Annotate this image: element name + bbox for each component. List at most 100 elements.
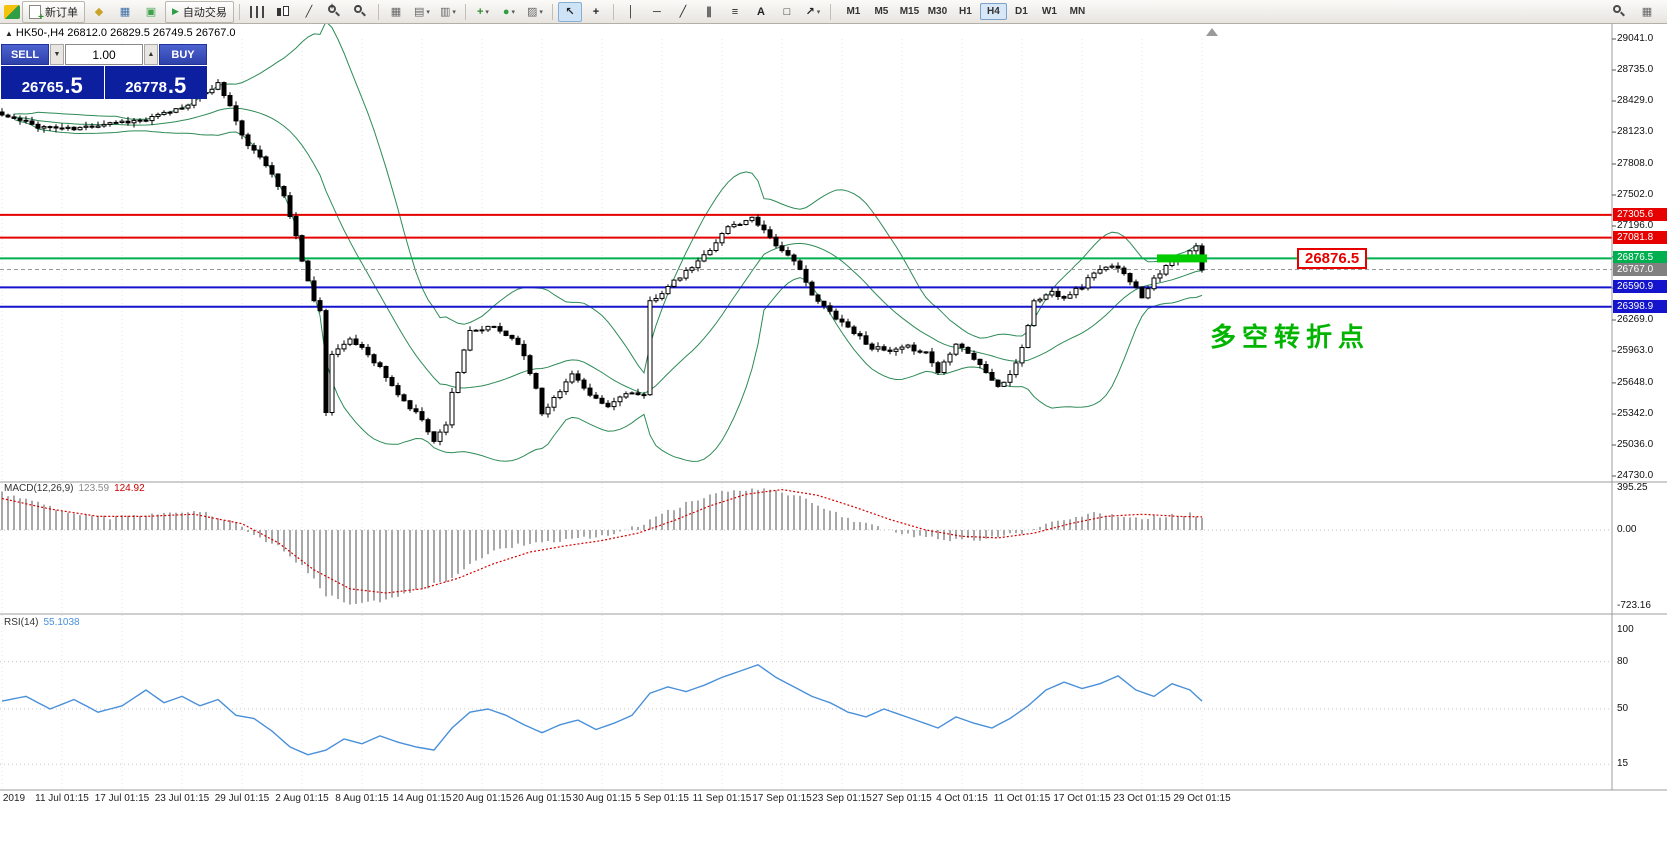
rsi-value: 55.1038 xyxy=(43,617,80,628)
chart-profiles-icon[interactable]: ▥ ▾ xyxy=(436,2,460,22)
periods-icon-glyph: ● xyxy=(502,5,510,18)
buy-price-base: 26778 xyxy=(125,78,167,96)
toolbar-separator-2 xyxy=(377,3,379,20)
trendline-icon[interactable]: ╱ xyxy=(671,2,695,22)
charts-profile-icon-glyph: ◆ xyxy=(94,6,104,18)
volume-decrease-button[interactable]: ▼ xyxy=(50,44,64,65)
sell-button[interactable]: SELL xyxy=(1,44,49,65)
toolbar-separator-5 xyxy=(612,3,614,20)
tile-windows-icon-glyph: ▦ xyxy=(390,6,402,18)
crosshair-icon[interactable]: + xyxy=(584,2,608,22)
horizontal-line-icon[interactable]: ─ xyxy=(645,2,669,22)
line-chart-icon[interactable]: ╱ xyxy=(297,2,321,22)
chart-profiles-icon-glyph: ▥ xyxy=(439,6,451,18)
autotrade-button[interactable]: ▶ 自动交易 xyxy=(165,0,234,23)
price-level-label: 26590.9 xyxy=(1613,280,1667,293)
time-axis-label: 14 Aug 01:15 xyxy=(392,793,452,804)
timeframe-m5[interactable]: M5 xyxy=(874,6,889,17)
rsi-label: RSI(14) 55.1038 xyxy=(4,617,80,628)
timeframe-m1[interactable]: M1 xyxy=(846,6,861,17)
channel-icon[interactable]: ∥ xyxy=(697,2,721,22)
market-watch-icon-glyph: ▦ xyxy=(119,6,131,18)
market-watch-icon[interactable]: ▦ xyxy=(113,2,137,22)
time-axis-label: 27 Sep 01:15 xyxy=(872,793,932,804)
volume-increase-button[interactable]: ▲ xyxy=(144,44,158,65)
chart-canvas[interactable] xyxy=(0,24,1667,860)
rsi-axis-tick: 50 xyxy=(1617,703,1629,714)
price-annotation-box[interactable]: 26876.5 xyxy=(1297,248,1368,269)
new-window-icon[interactable]: ▦ xyxy=(1635,2,1659,22)
timeframe-d1[interactable]: D1 xyxy=(1015,6,1028,17)
buy-price[interactable]: 26778.5 xyxy=(104,66,207,99)
search-icon[interactable] xyxy=(1607,2,1631,22)
horizontal-line-icon-glyph: ─ xyxy=(653,5,661,18)
search-icon-glyph xyxy=(1612,4,1627,19)
time-axis[interactable]: 1 Jul 2019 11 Jul 01:15 17 Jul 01:15 23 Jul… xyxy=(0,793,1612,807)
periods-icon[interactable]: ● ▾ xyxy=(497,2,521,22)
indicators-icon-dropdown-arrow: ▾ xyxy=(485,8,489,16)
bar-chart-icon[interactable] xyxy=(245,2,269,22)
candlestick-chart-icon[interactable] xyxy=(271,2,295,22)
new-chart-icon[interactable]: ▤ ▾ xyxy=(410,2,434,22)
fibonacci-icon[interactable]: ≡ xyxy=(723,2,747,22)
time-axis-label: 5 Sep 01:15 xyxy=(635,793,689,804)
timeframe-m15[interactable]: M15 xyxy=(899,6,920,17)
line-chart-icon-glyph: ╱ xyxy=(305,6,313,18)
timeframe-mn[interactable]: MN xyxy=(1069,6,1086,17)
timeframe-w1[interactable]: W1 xyxy=(1041,6,1057,17)
buy-button[interactable]: BUY xyxy=(159,44,207,65)
data-window-icon[interactable]: ▣ xyxy=(139,2,163,22)
macd-axis-tick: 395.25 xyxy=(1617,482,1648,493)
time-axis-label: 29 Oct 01:15 xyxy=(1173,793,1231,804)
cursor-icon[interactable]: ↖ xyxy=(557,1,582,22)
macd-name: MACD(12,26,9) xyxy=(4,483,74,494)
label-icon[interactable]: □ xyxy=(775,2,799,22)
tile-windows-icon[interactable]: ▦ xyxy=(384,2,408,22)
new-window-icon-glyph: ▦ xyxy=(1641,6,1653,18)
arrows-icon-dropdown-arrow: ▾ xyxy=(816,8,821,16)
macd-label: MACD(12,26,9) 123.59 124.92 xyxy=(4,483,145,494)
time-axis-label: 2 Aug 01:15 xyxy=(275,793,329,804)
zoom-out-icon-glyph: − xyxy=(353,1,368,19)
zoom-out-icon[interactable]: − xyxy=(349,1,373,22)
zoom-in-icon[interactable]: + xyxy=(323,1,347,22)
sell-price[interactable]: 26765.5 xyxy=(1,66,104,99)
toolbar-right: ▦ xyxy=(1607,2,1659,22)
templates-icon[interactable]: ▨ ▾ xyxy=(523,2,547,22)
vertical-line-icon[interactable]: │ xyxy=(619,2,643,22)
toolbar-left: 新订单◆▦▣▶自动交易╱+−▦▤▾▥▾+▾●▾▨▾↖+│─╱∥≡A□↗▾ xyxy=(4,0,834,23)
price-axis-tick: 27502.0 xyxy=(1617,189,1654,200)
chart-profiles-icon-dropdown-arrow: ▾ xyxy=(452,8,456,16)
indicators-icon[interactable]: + ▾ xyxy=(471,2,495,22)
arrows-icon[interactable]: ↗ ▾ xyxy=(801,2,825,22)
toolbar: 新订单◆▦▣▶自动交易╱+−▦▤▾▥▾+▾●▾▨▾↖+│─╱∥≡A□↗▾ M1M… xyxy=(0,0,1667,24)
toolbar-separator-1 xyxy=(238,3,240,20)
cursor-icon-glyph: ↖ xyxy=(565,6,575,18)
rsi-axis-tick: 15 xyxy=(1617,758,1629,769)
price-axis-tick: 25342.0 xyxy=(1617,408,1654,419)
macd-main-value: 123.59 xyxy=(78,483,110,494)
timeframe-h4[interactable]: H4 xyxy=(979,3,1007,20)
toolbar-separator-6 xyxy=(829,3,831,20)
symbol-header: ▲ HK50-,H4 26812.0 26829.5 26749.5 26767.… xyxy=(5,27,236,39)
new-chart-icon-dropdown-arrow: ▾ xyxy=(426,8,430,16)
new-chart-icon-glyph: ▤ xyxy=(413,6,425,18)
time-axis-label: 20 Aug 01:15 xyxy=(452,793,512,804)
indicators-icon-glyph: + xyxy=(476,5,484,18)
time-axis-label: 11 Oct 01:15 xyxy=(993,793,1051,804)
charts-profile-icon[interactable]: ◆ xyxy=(87,2,111,22)
text-icon[interactable]: A xyxy=(749,2,773,22)
volume-input[interactable] xyxy=(66,45,142,64)
timeframe-h1[interactable]: H1 xyxy=(959,6,972,17)
price-axis-tick: 24730.0 xyxy=(1617,470,1654,481)
price-axis-tick: 28123.0 xyxy=(1617,126,1654,137)
time-axis-label: 23 Sep 01:15 xyxy=(812,793,872,804)
time-axis-label: 23 Jul 01:15 xyxy=(154,793,210,804)
price-axis-tick: 28735.0 xyxy=(1617,64,1654,75)
turning-point-note[interactable]: 多空转折点 xyxy=(1210,322,1371,352)
price-axis[interactable]: 29041.0 28735.0 28429.0 28123.0 27808.0 27502… xyxy=(1613,24,1667,804)
time-axis-label: 26 Aug 01:15 xyxy=(512,793,572,804)
new-order-button[interactable]: 新订单 xyxy=(22,0,85,23)
timeframe-m30[interactable]: M30 xyxy=(927,6,948,17)
